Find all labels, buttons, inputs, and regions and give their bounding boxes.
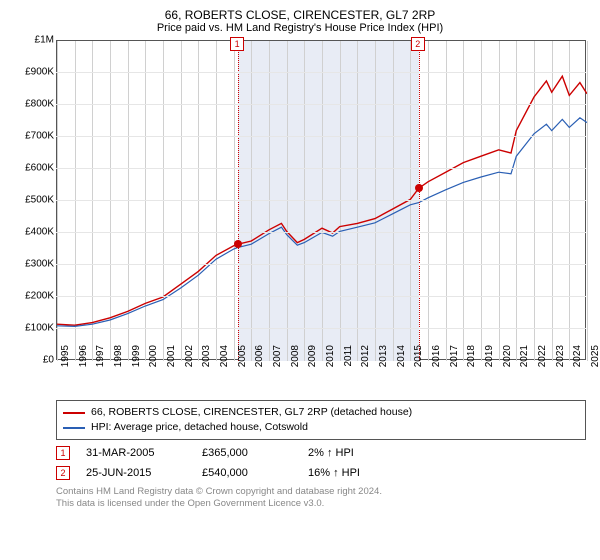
y-tick-label: £1M <box>14 35 54 46</box>
footer-line2: This data is licensed under the Open Gov… <box>56 498 588 510</box>
y-tick-label: £800K <box>14 99 54 110</box>
x-tick-label: 2004 <box>219 345 230 379</box>
sale-marker-line <box>238 41 239 361</box>
y-tick-label: £200K <box>14 291 54 302</box>
x-tick-label: 2000 <box>148 345 159 379</box>
x-tick-label: 2005 <box>237 345 248 379</box>
y-gridline <box>56 200 586 201</box>
x-tick-label: 2020 <box>502 345 513 379</box>
y-tick-label: £0 <box>14 355 54 366</box>
y-gridline <box>56 264 586 265</box>
line-series-svg <box>57 41 587 361</box>
y-gridline <box>56 296 586 297</box>
x-tick-label: 2025 <box>590 345 600 379</box>
y-gridline <box>56 328 586 329</box>
footer: Contains HM Land Registry data © Crown c… <box>56 486 588 510</box>
sale-record-price: £540,000 <box>202 467 292 479</box>
y-tick-label: £600K <box>14 163 54 174</box>
x-tick-label: 2015 <box>413 345 424 379</box>
y-tick-label: £300K <box>14 259 54 270</box>
sale-record-date: 31-MAR-2005 <box>86 447 186 459</box>
x-tick-label: 2003 <box>201 345 212 379</box>
sale-point-dot <box>234 240 242 248</box>
sale-record-price: £365,000 <box>202 447 292 459</box>
x-tick-label: 2018 <box>466 345 477 379</box>
x-gridline <box>587 41 588 361</box>
sale-record-date: 25-JUN-2015 <box>86 467 186 479</box>
legend-row: 66, ROBERTS CLOSE, CIRENCESTER, GL7 2RP … <box>63 405 579 420</box>
x-tick-label: 2012 <box>360 345 371 379</box>
y-tick-label: £500K <box>14 195 54 206</box>
x-tick-label: 2008 <box>290 345 301 379</box>
x-tick-label: 1996 <box>78 345 89 379</box>
sale-point-dot <box>415 184 423 192</box>
legend-swatch <box>63 412 85 414</box>
sale-marker-badge: 2 <box>411 37 425 51</box>
chart-container: 66, ROBERTS CLOSE, CIRENCESTER, GL7 2RP … <box>0 0 600 514</box>
sale-record-marker: 2 <box>56 466 70 480</box>
legend-label: HPI: Average price, detached house, Cots… <box>91 420 308 435</box>
x-tick-label: 2019 <box>484 345 495 379</box>
sale-marker-badge: 1 <box>230 37 244 51</box>
sale-record-marker: 1 <box>56 446 70 460</box>
sale-record-change: 2% ↑ HPI <box>308 447 354 459</box>
x-tick-label: 2007 <box>272 345 283 379</box>
x-tick-label: 1998 <box>113 345 124 379</box>
y-gridline <box>56 72 586 73</box>
legend-label: 66, ROBERTS CLOSE, CIRENCESTER, GL7 2RP … <box>91 405 412 420</box>
y-gridline <box>56 168 586 169</box>
x-tick-label: 2021 <box>519 345 530 379</box>
chart-subtitle: Price paid vs. HM Land Registry's House … <box>12 22 588 34</box>
legend: 66, ROBERTS CLOSE, CIRENCESTER, GL7 2RP … <box>56 400 586 440</box>
x-tick-label: 1995 <box>60 345 71 379</box>
x-tick-label: 2006 <box>254 345 265 379</box>
y-tick-label: £900K <box>14 67 54 78</box>
x-tick-label: 2023 <box>555 345 566 379</box>
x-tick-label: 2022 <box>537 345 548 379</box>
x-tick-label: 2011 <box>343 345 354 379</box>
x-tick-label: 2002 <box>184 345 195 379</box>
legend-row: HPI: Average price, detached house, Cots… <box>63 420 579 435</box>
x-tick-label: 2017 <box>449 345 460 379</box>
x-tick-label: 1999 <box>131 345 142 379</box>
footer-line1: Contains HM Land Registry data © Crown c… <box>56 486 588 498</box>
y-gridline <box>56 104 586 105</box>
legend-swatch <box>63 427 85 429</box>
x-tick-label: 2024 <box>572 345 583 379</box>
y-tick-label: £100K <box>14 323 54 334</box>
chart-title: 66, ROBERTS CLOSE, CIRENCESTER, GL7 2RP <box>12 8 588 22</box>
x-tick-label: 1997 <box>95 345 106 379</box>
x-tick-label: 2013 <box>378 345 389 379</box>
y-tick-label: £700K <box>14 131 54 142</box>
sale-record-change: 16% ↑ HPI <box>308 467 360 479</box>
sale-record-row: 2 25-JUN-2015 £540,000 16% ↑ HPI <box>56 466 588 480</box>
y-gridline <box>56 136 586 137</box>
sales-list: 1 31-MAR-2005 £365,000 2% ↑ HPI 2 25-JUN-2015… <box>12 446 588 480</box>
x-tick-label: 2014 <box>396 345 407 379</box>
y-tick-label: £400K <box>14 227 54 238</box>
chart-area: £0 £100K £200K £300K £400K £500K £600K £700K £80… <box>12 40 588 396</box>
x-tick-label: 2010 <box>325 345 336 379</box>
sale-marker-line <box>419 41 420 361</box>
x-tick-label: 2016 <box>431 345 442 379</box>
sale-record-row: 1 31-MAR-2005 £365,000 2% ↑ HPI <box>56 446 588 460</box>
y-gridline <box>56 232 586 233</box>
x-tick-label: 2001 <box>166 345 177 379</box>
x-tick-label: 2009 <box>307 345 318 379</box>
